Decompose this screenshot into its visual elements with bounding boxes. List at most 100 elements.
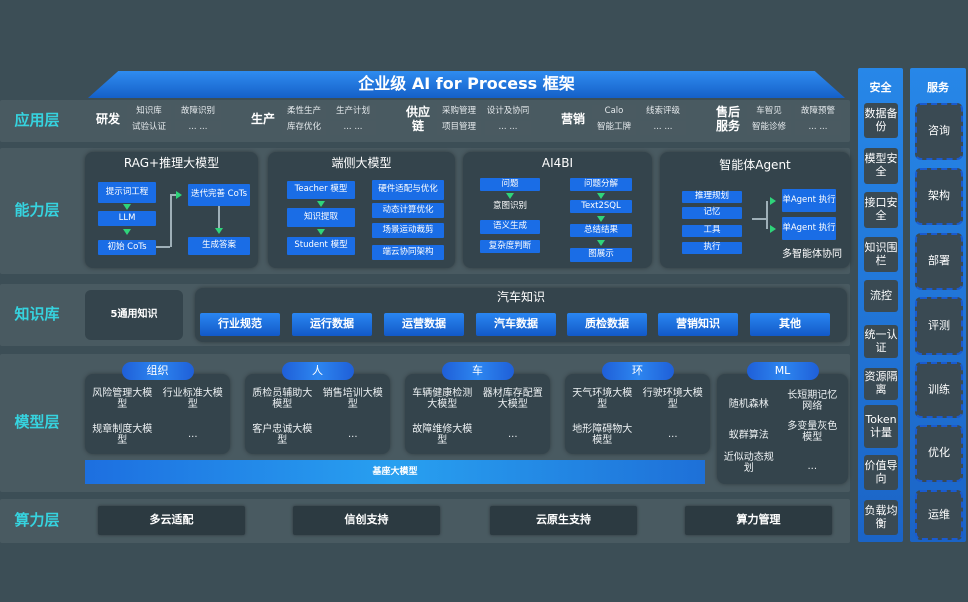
compute-button[interactable]: 信创支持 [293, 506, 440, 535]
app-item[interactable]: 故障识别 [175, 105, 221, 119]
compute-button[interactable]: 云原生支持 [490, 506, 637, 535]
model-item[interactable]: 销售培训大模型 [322, 387, 383, 411]
app-item[interactable]: ... ... [175, 121, 221, 135]
model-item[interactable]: 长短期记忆网络 [787, 389, 838, 413]
knowledge-chip[interactable]: 营销知识 [658, 313, 738, 336]
hw-box[interactable]: 硬件适配与优化 [372, 180, 444, 200]
answer-box[interactable]: 生成答案 [188, 237, 250, 255]
security-item[interactable]: 流控 [864, 280, 898, 312]
model-item[interactable]: ... [807, 461, 818, 473]
security-item[interactable]: 负载均衡 [864, 500, 898, 535]
security-item[interactable]: 模型安全 [864, 148, 898, 184]
knowledge-chip[interactable]: 质检数据 [567, 313, 647, 336]
service-item[interactable]: 部署 [915, 233, 963, 290]
compute-button[interactable]: 算力管理 [685, 506, 832, 535]
security-item[interactable]: Token计量 [864, 405, 898, 448]
single-agent-box[interactable]: 单Agent 执行 [782, 217, 836, 240]
app-item[interactable]: 设计及协同 [485, 105, 531, 119]
app-item[interactable]: 智能工牌 [592, 121, 636, 135]
complexity-box[interactable]: 复杂度判断 [480, 240, 540, 253]
model-item[interactable]: 近似动态规划 [723, 451, 774, 475]
model-group-pill[interactable]: 人 [281, 362, 354, 380]
iter-cots-box[interactable]: 迭代完善 CoTs [188, 184, 250, 206]
service-item[interactable]: 训练 [915, 362, 963, 418]
model-item[interactable]: ... [507, 429, 518, 441]
init-cots-box[interactable]: 初始 CoTs [98, 240, 156, 255]
app-item[interactable]: 车智见 [747, 105, 791, 119]
app-item[interactable]: ... ... [485, 121, 531, 135]
single-agent-box[interactable]: 单Agent 执行 [782, 189, 836, 212]
security-item[interactable]: 知识围栏 [864, 237, 898, 272]
app-item[interactable]: 库存优化 [282, 121, 326, 135]
dynamic-box[interactable]: 动态计算优化 [372, 203, 444, 218]
service-item[interactable]: 评测 [915, 297, 963, 355]
plan-box[interactable]: 推理规划 [682, 191, 742, 203]
model-item[interactable]: 规章制度大模型 [92, 423, 153, 447]
service-item[interactable]: 咨询 [915, 103, 963, 160]
app-item[interactable]: 知识库 [127, 105, 171, 119]
general-knowledge-box[interactable]: 5通用知识 [85, 290, 183, 340]
knowledge-chip[interactable]: 运营数据 [384, 313, 464, 336]
question-box[interactable]: 问题 [480, 178, 540, 191]
semantic-box[interactable]: 语义生成 [480, 220, 540, 234]
prompt-box[interactable]: 提示词工程 [98, 182, 156, 203]
security-item[interactable]: 接口安全 [864, 192, 898, 228]
memory-box[interactable]: 记忆 [682, 207, 742, 219]
prune-box[interactable]: 场景运动裁剪 [372, 223, 444, 238]
tool-box[interactable]: 工具 [682, 225, 742, 237]
distill-box[interactable]: 知识提取 [287, 208, 355, 227]
chart-box[interactable]: 图展示 [570, 248, 632, 262]
app-item[interactable]: 试验认证 [127, 121, 171, 135]
model-item[interactable]: 行业标准大模型 [162, 387, 223, 411]
app-item[interactable]: 生产计划 [330, 105, 376, 119]
model-item[interactable]: 故障维修大模型 [412, 423, 473, 447]
security-item[interactable]: 资源隔离 [864, 368, 898, 400]
base-model-bar[interactable]: 基座大模型 [85, 460, 705, 484]
student-box[interactable]: Student 模型 [287, 237, 355, 255]
model-group-pill[interactable]: 组织 [121, 362, 194, 380]
model-item[interactable]: 行驶环境大模型 [642, 387, 703, 411]
text2sql-box[interactable]: Text2SQL [570, 200, 632, 213]
service-item[interactable]: 架构 [915, 168, 963, 225]
model-item[interactable]: 客户忠诚大模型 [252, 423, 313, 447]
model-item[interactable]: 天气环境大模型 [572, 387, 633, 411]
app-item[interactable]: 智能诊修 [747, 121, 791, 135]
app-item[interactable]: ... ... [640, 121, 686, 135]
model-item[interactable]: ... [347, 429, 358, 441]
model-item[interactable]: 质检员辅助大模型 [252, 387, 313, 411]
security-item[interactable]: 统一认证 [864, 325, 898, 358]
app-item[interactable]: 线索评级 [640, 105, 686, 119]
model-item[interactable]: 风险管理大模型 [92, 387, 153, 411]
app-item[interactable]: 项目管理 [437, 121, 481, 135]
service-item[interactable]: 运维 [915, 490, 963, 540]
knowledge-chip[interactable]: 运行数据 [292, 313, 372, 336]
app-item[interactable]: ... ... [795, 121, 841, 135]
app-item[interactable]: 采购管理 [437, 105, 481, 119]
model-item[interactable]: 蚁群算法 [728, 430, 769, 442]
app-item[interactable]: ... ... [330, 121, 376, 135]
knowledge-chip[interactable]: 行业规范 [200, 313, 280, 336]
teacher-box[interactable]: Teacher 模型 [287, 181, 355, 199]
model-group-pill[interactable]: ML [746, 362, 819, 380]
model-item[interactable]: ... [187, 429, 198, 441]
model-group-pill[interactable]: 环 [601, 362, 674, 380]
model-item[interactable]: 器材库存配置大模型 [482, 387, 543, 411]
summary-box[interactable]: 总结结果 [570, 224, 632, 237]
security-item[interactable]: 数据备份 [864, 103, 898, 138]
knowledge-chip[interactable]: 其他 [750, 313, 830, 336]
model-item[interactable]: 随机森林 [728, 399, 769, 411]
app-item[interactable]: Calo [592, 105, 636, 119]
model-item[interactable]: ... [667, 429, 678, 441]
model-group-pill[interactable]: 车 [441, 362, 514, 380]
cloud-box[interactable]: 端云协同架构 [372, 245, 444, 260]
service-item[interactable]: 优化 [915, 425, 963, 482]
model-item[interactable]: 车辆健康检测大模型 [412, 387, 473, 411]
exec-box[interactable]: 执行 [682, 242, 742, 254]
app-item[interactable]: 故障预警 [795, 105, 841, 119]
security-item[interactable]: 价值导向 [864, 455, 898, 490]
knowledge-chip[interactable]: 汽车数据 [476, 313, 556, 336]
decompose-box[interactable]: 问题分解 [570, 178, 632, 191]
model-item[interactable]: 多变量灰色模型 [787, 420, 838, 444]
llm-box[interactable]: LLM [98, 211, 156, 226]
compute-button[interactable]: 多云适配 [98, 506, 245, 535]
